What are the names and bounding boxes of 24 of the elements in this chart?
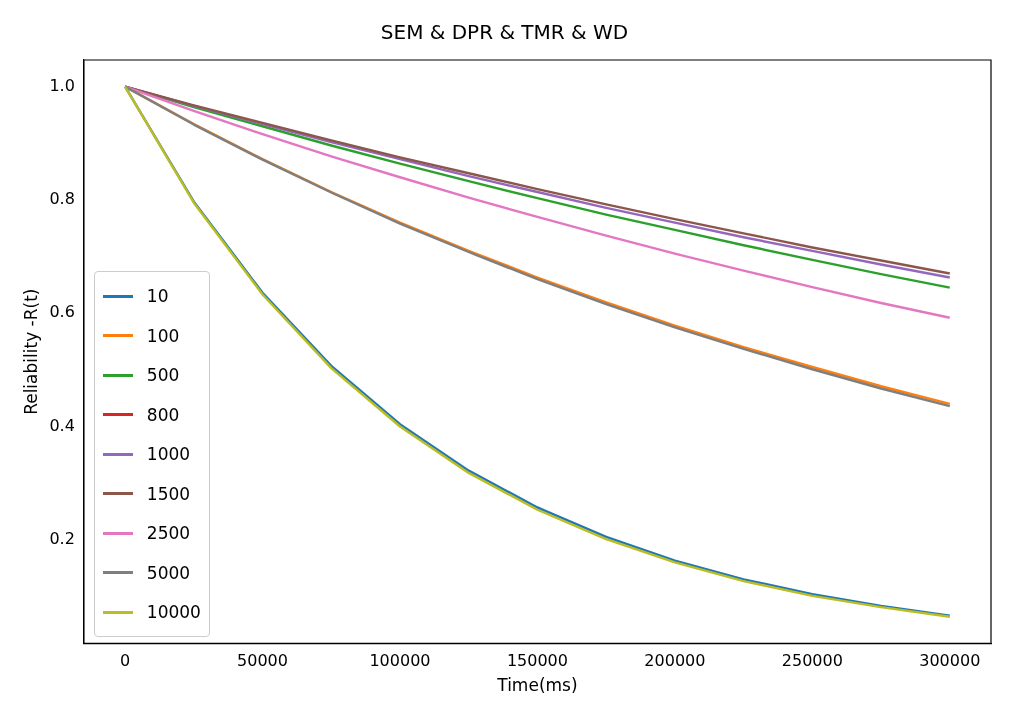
legend-label: 10000 xyxy=(146,602,201,623)
legend-label: 500 xyxy=(146,365,180,386)
x-tick-label: 50000 xyxy=(237,651,288,671)
y-tick-label: 0.8 xyxy=(49,189,75,209)
legend-label: 800 xyxy=(146,404,180,425)
x-tick-label: 250000 xyxy=(781,651,843,671)
x-axis-title: Time(ms) xyxy=(496,675,578,696)
legend-label: 2500 xyxy=(146,523,191,544)
y-tick-label: 0.4 xyxy=(49,415,75,435)
y-tick-label: 1.0 xyxy=(49,75,75,95)
y-tick-label: 0.6 xyxy=(49,302,75,322)
chart-title: SEM & DPR & TMR & WD xyxy=(380,20,629,45)
x-tick-label: 150000 xyxy=(506,651,568,671)
x-tick-label: 100000 xyxy=(369,651,431,671)
x-tick-label: 300000 xyxy=(919,651,981,671)
legend-label: 100 xyxy=(146,325,180,346)
x-tick-label: 200000 xyxy=(644,651,706,671)
x-tick-label: 0 xyxy=(119,651,131,671)
legend-label: 10 xyxy=(146,286,169,307)
legend-label: 5000 xyxy=(146,562,191,583)
legend-label: 1500 xyxy=(146,483,191,504)
legend-label: 1000 xyxy=(146,444,191,465)
y-axis-title: Reliability -R(t) xyxy=(20,288,41,415)
y-tick-label: 0.2 xyxy=(49,528,75,548)
